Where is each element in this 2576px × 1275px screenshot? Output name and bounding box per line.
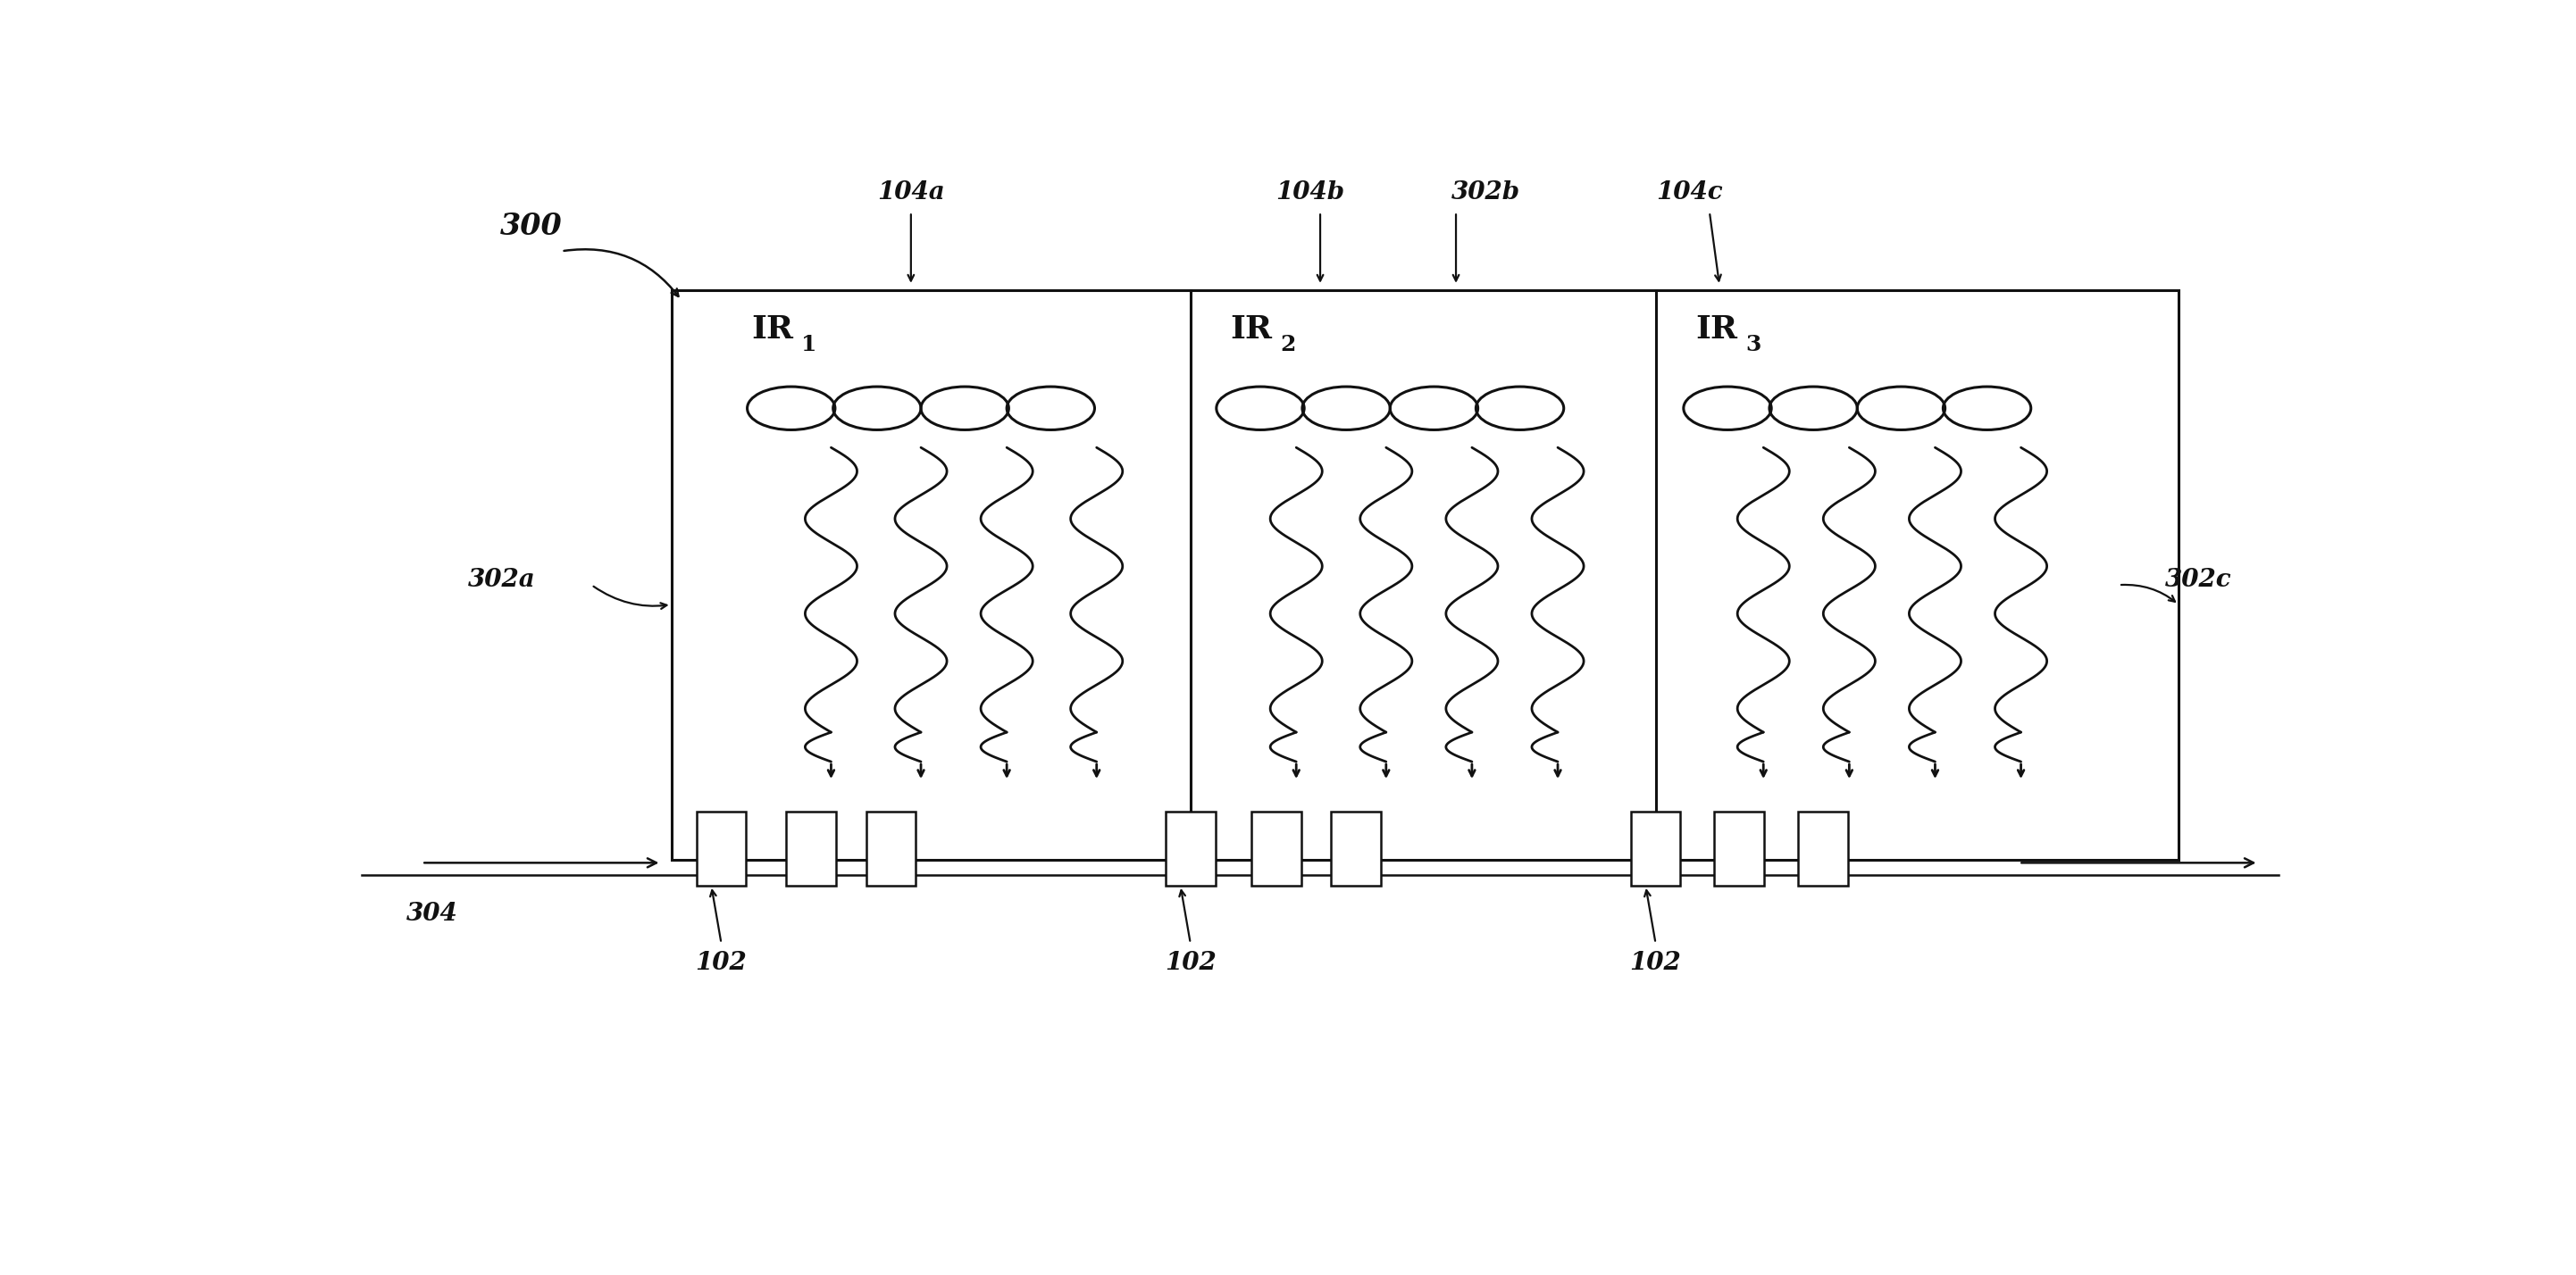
Text: 102: 102 [1631,951,1682,975]
Text: 302a: 302a [469,567,536,592]
Text: 104a: 104a [876,180,945,204]
Bar [866,812,917,886]
Text: 104b: 104b [1275,180,1345,204]
Text: 104c: 104c [1656,180,1723,204]
Text: IR: IR [1231,315,1273,346]
Text: 3: 3 [1747,334,1762,356]
Bar [696,812,747,886]
Text: 102: 102 [696,951,747,975]
Bar [1798,812,1847,886]
Bar [1332,812,1381,886]
Text: IR: IR [752,315,793,346]
Bar [1631,812,1680,886]
Text: 304: 304 [407,901,459,926]
Bar [1252,812,1301,886]
Bar [786,812,837,886]
Bar [1716,812,1765,886]
Text: IR: IR [1695,315,1736,346]
Text: 302b: 302b [1450,180,1520,204]
Bar [672,291,2179,859]
Text: 300: 300 [500,212,562,241]
Text: 302c: 302c [2166,567,2231,592]
Text: 102: 102 [1164,951,1216,975]
Bar [1164,812,1216,886]
Text: 2: 2 [1280,334,1296,356]
Text: 1: 1 [801,334,817,356]
